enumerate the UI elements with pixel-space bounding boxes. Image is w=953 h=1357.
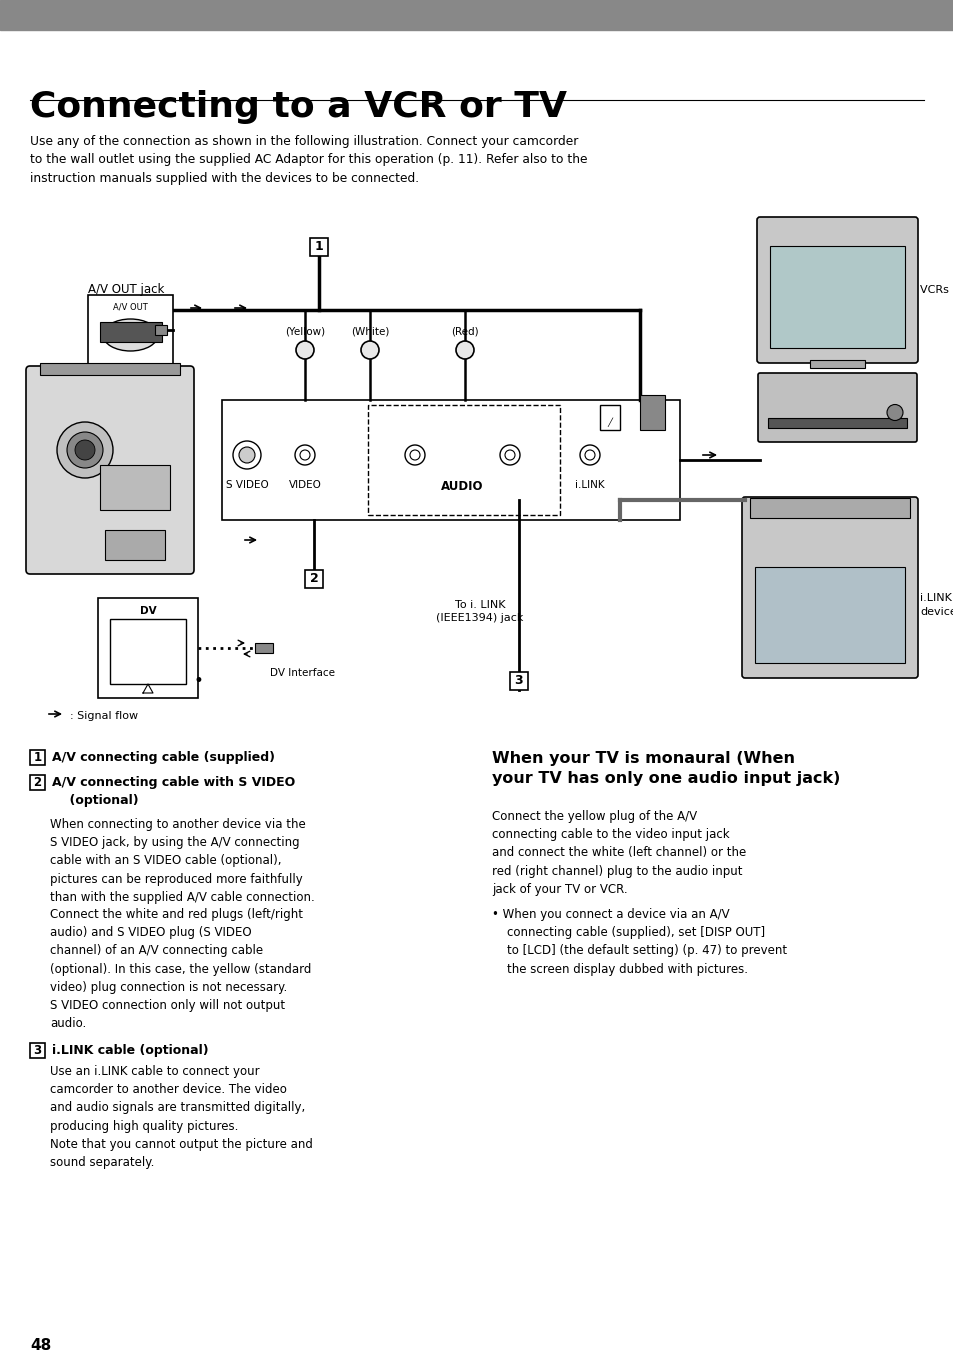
- Text: Connect the yellow plug of the A/V
connecting cable to the video input jack
and : Connect the yellow plug of the A/V conne…: [492, 810, 745, 896]
- Text: 1: 1: [314, 240, 323, 254]
- Text: AUDIO: AUDIO: [440, 480, 483, 493]
- Bar: [30, 775, 45, 790]
- Circle shape: [233, 441, 261, 470]
- Bar: [599, 404, 619, 430]
- Bar: [30, 1044, 45, 1058]
- Text: 3: 3: [33, 1044, 42, 1057]
- Circle shape: [67, 432, 103, 468]
- Text: 1: 1: [33, 750, 42, 764]
- Text: • When you connect a device via an A/V
    connecting cable (supplied), set [DIS: • When you connect a device via an A/V c…: [492, 908, 786, 976]
- Bar: [809, 360, 864, 368]
- FancyBboxPatch shape: [758, 373, 916, 442]
- Text: A/V connecting cable with S VIDEO
    (optional): A/V connecting cable with S VIDEO (optio…: [52, 776, 294, 807]
- Text: Connecting to a VCR or TV: Connecting to a VCR or TV: [30, 90, 566, 123]
- Text: When connecting to another device via the
S VIDEO jack, by using the A/V connect: When connecting to another device via th…: [50, 818, 314, 904]
- Text: S VIDEO: S VIDEO: [226, 480, 268, 490]
- Circle shape: [504, 451, 515, 460]
- Text: VIDEO: VIDEO: [288, 480, 321, 490]
- Circle shape: [579, 445, 599, 465]
- Text: Use any of the connection as shown in the following illustration. Connect your c: Use any of the connection as shown in th…: [30, 134, 587, 185]
- Text: DV: DV: [139, 607, 156, 616]
- Text: 2: 2: [33, 776, 42, 788]
- Text: When your TV is monaural (When
your TV has only one audio input jack): When your TV is monaural (When your TV h…: [492, 750, 840, 787]
- Circle shape: [886, 404, 902, 421]
- Circle shape: [584, 451, 595, 460]
- Circle shape: [456, 341, 474, 360]
- FancyBboxPatch shape: [757, 217, 917, 364]
- Text: DV Interface: DV Interface: [270, 668, 335, 678]
- Bar: [88, 294, 172, 365]
- Circle shape: [499, 445, 519, 465]
- Bar: [222, 400, 679, 520]
- Bar: [40, 364, 180, 375]
- Circle shape: [239, 446, 254, 463]
- Text: (White): (White): [351, 327, 389, 337]
- Text: A/V OUT: A/V OUT: [113, 303, 148, 312]
- FancyBboxPatch shape: [26, 366, 193, 574]
- Bar: [305, 570, 323, 588]
- Text: i.LINK: i.LINK: [575, 480, 604, 490]
- Bar: [110, 619, 186, 684]
- Bar: [154, 324, 167, 335]
- Bar: [100, 322, 162, 342]
- Text: i.LINK cable (optional): i.LINK cable (optional): [52, 1044, 209, 1057]
- Circle shape: [360, 341, 378, 360]
- Bar: [754, 567, 904, 664]
- Bar: [100, 465, 170, 510]
- Circle shape: [294, 445, 314, 465]
- Bar: [98, 598, 198, 697]
- Text: Connect the white and red plugs (left/right
audio) and S VIDEO plug (S VIDEO
cha: Connect the white and red plugs (left/ri…: [50, 908, 311, 1030]
- Text: VCRs or TVs: VCRs or TVs: [919, 285, 953, 294]
- Text: ╱: ╱: [607, 418, 612, 427]
- Circle shape: [405, 445, 424, 465]
- Text: (Red): (Red): [451, 327, 478, 337]
- Bar: [510, 672, 527, 689]
- Text: 48: 48: [30, 1338, 51, 1353]
- Bar: [0, 0, 953, 30]
- Circle shape: [410, 451, 419, 460]
- Bar: [368, 404, 559, 516]
- Ellipse shape: [103, 319, 158, 351]
- Text: : Signal flow: : Signal flow: [70, 711, 138, 721]
- Text: (Yellow): (Yellow): [285, 327, 325, 337]
- Bar: [310, 237, 328, 256]
- Bar: [769, 246, 904, 347]
- Bar: [767, 418, 906, 427]
- Bar: [749, 498, 909, 518]
- Bar: [105, 531, 165, 560]
- Circle shape: [75, 440, 95, 460]
- Text: To i. LINK
(IEEE1394) jack: To i. LINK (IEEE1394) jack: [436, 600, 523, 623]
- Text: i.LINK compliant
device: i.LINK compliant device: [919, 593, 953, 616]
- Bar: [639, 395, 664, 430]
- Text: 2: 2: [310, 573, 318, 585]
- Bar: [254, 643, 273, 653]
- Circle shape: [57, 422, 112, 478]
- Text: A/V OUT jack: A/V OUT jack: [88, 284, 164, 296]
- Text: •: •: [193, 672, 203, 689]
- Text: Use an i.LINK cable to connect your
camcorder to another device. The video
and a: Use an i.LINK cable to connect your camc…: [50, 1065, 313, 1168]
- Bar: [30, 750, 45, 765]
- FancyBboxPatch shape: [741, 497, 917, 678]
- Text: A/V connecting cable (supplied): A/V connecting cable (supplied): [52, 750, 274, 764]
- Text: 3: 3: [515, 674, 523, 688]
- Circle shape: [299, 451, 310, 460]
- Circle shape: [295, 341, 314, 360]
